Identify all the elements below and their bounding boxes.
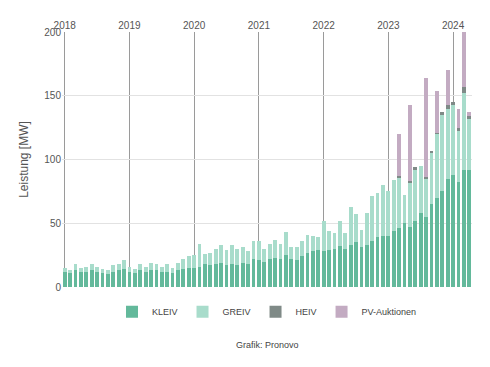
svg-text:150: 150	[44, 90, 61, 101]
svg-text:KLEIV: KLEIV	[152, 307, 178, 317]
svg-text:200: 200	[44, 27, 61, 38]
svg-text:2023: 2023	[377, 20, 400, 31]
svg-text:PV-Auktionen: PV-Auktionen	[362, 307, 417, 317]
svg-text:HEIV: HEIV	[296, 307, 317, 317]
svg-text:100: 100	[44, 154, 61, 165]
svg-text:2022: 2022	[313, 20, 336, 31]
svg-text:GREIV: GREIV	[223, 307, 251, 317]
svg-text:2021: 2021	[248, 20, 271, 31]
svg-text:2019: 2019	[118, 20, 141, 31]
svg-text:2020: 2020	[183, 20, 206, 31]
svg-text:50: 50	[50, 218, 62, 229]
svg-text:2018: 2018	[54, 20, 77, 31]
svg-text:0: 0	[55, 282, 61, 293]
svg-text:Grafik: Pronovo: Grafik: Pronovo	[236, 340, 299, 350]
svg-text:2024: 2024	[442, 20, 465, 31]
svg-text:Leistung [MW]: Leistung [MW]	[17, 121, 31, 198]
